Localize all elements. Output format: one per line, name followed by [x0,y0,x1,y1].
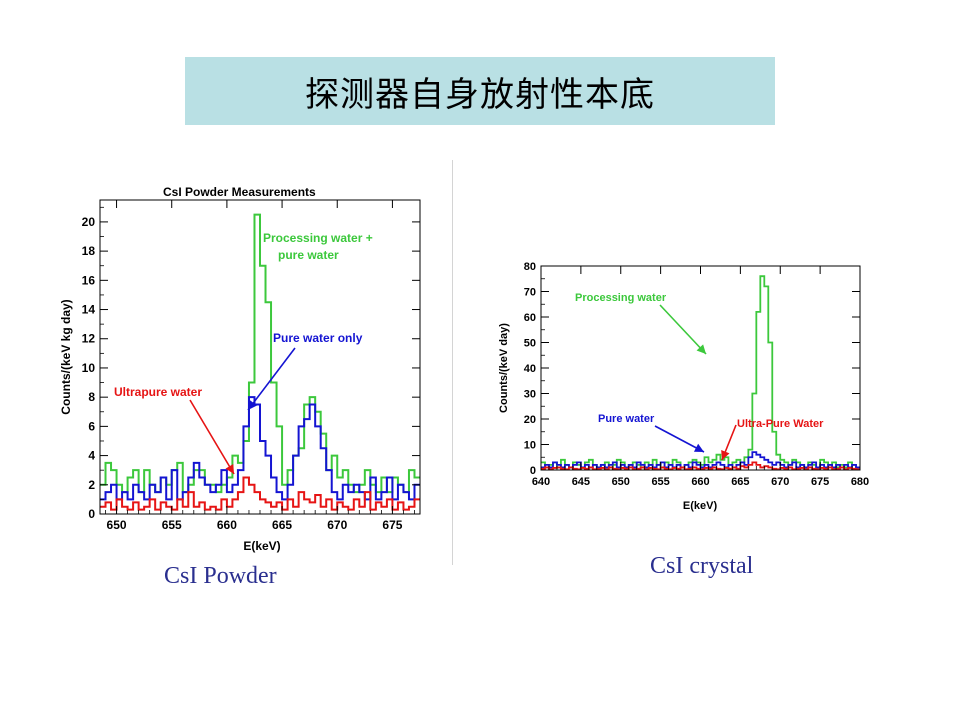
annotation-arrow-shaft [247,347,296,411]
annotation-arrow-head [225,463,234,474]
x-tick-label: 675 [382,518,402,532]
x-tick-label: 650 [107,518,127,532]
y-tick-label: 0 [88,507,95,521]
annotation-arrow-shaft [659,304,707,355]
y-tick-label: 50 [524,338,536,350]
x-tick-label: 660 [217,518,237,532]
y-tick-label: 20 [524,414,536,426]
slide-title: 探测器自身放射性本底 [305,74,655,115]
y-tick-label: 80 [524,261,536,273]
caption-csi-crystal: CsI crystal [650,553,754,579]
x-tick-label: 665 [272,518,292,532]
x-tick-label: 655 [162,518,182,532]
chart-title: CsI Powder Measurements [163,185,316,199]
chart-csi-powder: 650 655 660 665 670 675 0 2 4 6 8 10 12 14 16 18 20 CsI P… [59,185,421,553]
annotation-label: Ultrapure water [114,385,202,399]
annotation-arrow-head [721,449,730,460]
annotation-arrow-shaft [189,399,235,475]
annotation-label: Ultra-Pure Water [737,418,824,430]
annotation-arrow-head [693,443,704,452]
y-tick-label: 10 [524,440,536,452]
y-tick-label: 18 [82,244,96,258]
annotation-arrow-shaft [654,425,705,453]
y-tick-label: 70 [524,287,536,299]
annotation-arrow-head [696,344,706,354]
x-tick-label: 655 [651,476,669,488]
x-tick-label: 660 [691,476,709,488]
y-tick-label: 60 [524,312,536,324]
x-tick-label: 665 [731,476,749,488]
x-tick-label: 650 [612,476,630,488]
annotation-arrow-head [248,400,258,410]
x-tick-label: 645 [572,476,590,488]
panel-divider [452,160,453,565]
x-axis-label: E(keV) [243,539,280,553]
x-tick-label: 670 [771,476,789,488]
y-tick-label: 16 [82,273,96,287]
annotation-label: pure water [278,248,339,262]
series-line-processing-water-pure-water [100,213,420,494]
x-tick-label: 680 [851,476,869,488]
y-tick-label: 12 [82,332,96,346]
annotation-label: Pure water only [273,331,363,345]
y-tick-label: 30 [524,389,536,401]
y-tick-label: 6 [88,419,95,433]
series-line-ultrapure-water [100,476,420,511]
y-tick-label: 8 [88,390,95,404]
series-line-processing-water [541,275,860,469]
y-tick-label: 4 [88,449,95,463]
annotation-label: Pure water [598,413,655,425]
y-tick-label: 40 [524,363,536,375]
x-tick-label: 640 [532,476,550,488]
x-tick-label: 670 [327,518,347,532]
x-tick-label: 675 [811,476,829,488]
y-tick-label: 14 [82,303,96,317]
caption-csi-powder: CsI Powder [164,563,277,589]
slide-title-box: 探测器自身放射性本底 [185,57,775,125]
y-axis-label: Counts/(keV day) [498,323,510,413]
y-tick-label: 2 [88,478,95,492]
chart-csi-crystal: 640 645 650 655 660 665 670 675 680 0 10 20 30 40 50 60… [498,261,869,512]
annotation-label: Processing water + [263,231,373,245]
y-tick-label: 10 [82,361,96,375]
y-tick-label: 20 [82,215,96,229]
y-tick-label: 0 [530,465,536,477]
annotation-label: Processing water [575,292,667,304]
x-axis-label: E(keV) [683,500,718,512]
y-axis-label: Counts/(keV kg day) [59,299,73,414]
